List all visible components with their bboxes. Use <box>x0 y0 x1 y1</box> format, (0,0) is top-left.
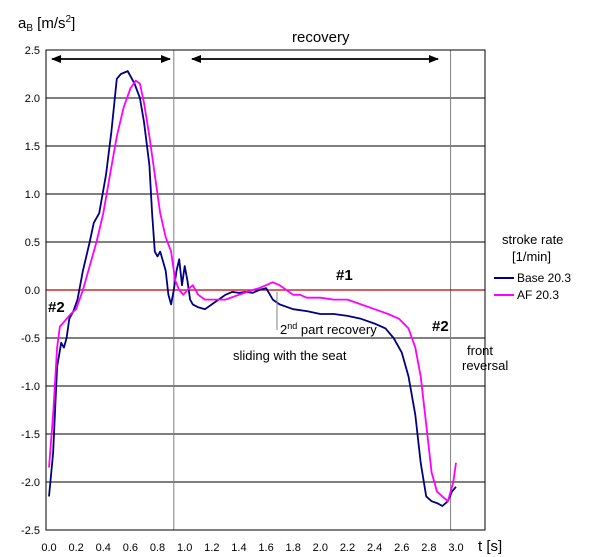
x-tick-label: 0.0 <box>41 542 56 554</box>
legend-title-line2: [1/min] <box>512 249 551 264</box>
second-part-label: 2nd part recovery <box>280 321 377 337</box>
legend: stroke rate [1/min] Base 20.3 AF 20.3 <box>494 232 571 302</box>
x-tick-label: 1.8 <box>286 542 301 554</box>
y-tick-label: 1.5 <box>25 141 40 153</box>
x-tick-label: 0.8 <box>150 542 165 554</box>
hash2-left-label: #2 <box>48 299 65 316</box>
x-tick-label: 0.4 <box>96 542 111 554</box>
series-line <box>48 79 457 503</box>
y-tick-label: 2.0 <box>25 93 40 105</box>
x-axis-title: t [s] <box>478 538 502 555</box>
y-tick-label: -2.0 <box>21 477 40 489</box>
y-tick-label: -1.5 <box>21 429 40 441</box>
y-tick-label: 0.0 <box>25 285 40 297</box>
legend-title-line1: stroke rate <box>502 232 563 247</box>
x-tick-label: 2.0 <box>313 542 328 554</box>
reversal-label: reversal <box>462 358 508 373</box>
x-tick-label: 1.6 <box>258 542 273 554</box>
x-tick-label: 0.2 <box>68 542 83 554</box>
x-tick-label: 2.2 <box>340 542 355 554</box>
x-tick-label: 3.0 <box>448 542 463 554</box>
y-axis-title: aB [m/s2] <box>18 14 75 34</box>
hash1-label: #1 <box>336 267 353 284</box>
y-tick-label: -1.0 <box>21 381 40 393</box>
series-lines <box>48 70 457 507</box>
recovery-label: recovery <box>292 29 350 46</box>
y-tick-label: 1.0 <box>25 189 40 201</box>
x-tick-label: 0.6 <box>123 542 138 554</box>
hash2-right-label: #2 <box>432 318 449 335</box>
y-tick-label: -0.5 <box>21 333 40 345</box>
x-tick-label: 2.8 <box>421 542 436 554</box>
y-tick-label: 2.5 <box>25 45 40 57</box>
sliding-label: sliding with the seat <box>233 348 347 363</box>
x-tick-label: 1.0 <box>177 542 192 554</box>
x-tick-label: 2.6 <box>394 542 409 554</box>
x-tick-label: 2.4 <box>367 542 382 554</box>
y-tick-label: 0.5 <box>25 237 40 249</box>
series-line <box>48 70 457 507</box>
x-tick-label: 1.4 <box>231 542 246 554</box>
x-tick-labels: 0.0 0.2 0.4 0.6 0.8 1.0 1.2 1.4 1.6 1.8 2.0 2.2 2.4 2… <box>41 542 463 554</box>
legend-label: AF 20.3 <box>517 288 559 302</box>
plot-frame <box>45 49 486 531</box>
legend-label: Base 20.3 <box>517 271 571 285</box>
y-tick-label: -2.5 <box>21 525 40 537</box>
y-tick-labels: -2.5 -2.0 -1.5 -1.0 -0.5 0.0 0.5 1.0 1.5 2.0 2.5 <box>21 45 40 537</box>
x-tick-label: 1.2 <box>204 542 219 554</box>
front-label: front <box>467 343 493 358</box>
